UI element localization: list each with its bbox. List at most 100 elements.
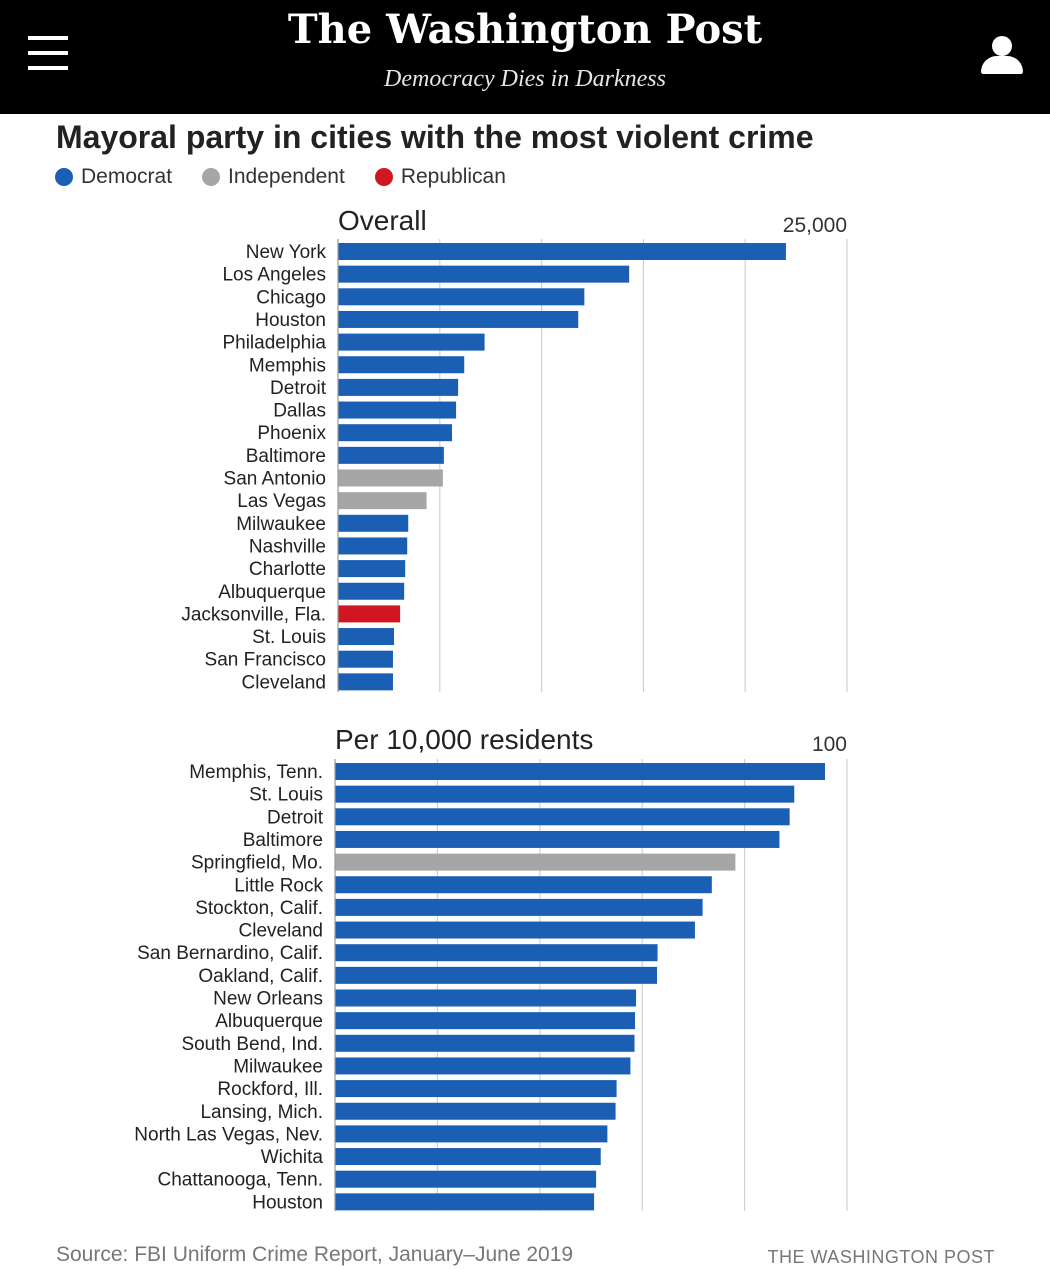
- bar: [338, 288, 585, 306]
- category-label: Oakland, Calif.: [198, 966, 323, 987]
- category-label: Baltimore: [243, 830, 323, 851]
- category-label: Little Rock: [234, 875, 323, 896]
- bar: [338, 469, 443, 487]
- bar: [338, 605, 401, 623]
- bar: [335, 966, 658, 984]
- bar: [335, 1080, 617, 1098]
- bar: [335, 830, 780, 848]
- credit-note: THE WASHINGTON POST: [767, 1247, 995, 1267]
- category-label: South Bend, Ind.: [181, 1034, 323, 1055]
- bar: [338, 514, 409, 532]
- bar: [338, 356, 465, 374]
- category-label: Lansing, Mich.: [200, 1102, 323, 1123]
- category-label: Cleveland: [239, 921, 324, 942]
- panel-title: Per 10,000 residents: [335, 724, 593, 755]
- category-label: Charlotte: [249, 559, 326, 580]
- bar: [338, 378, 459, 396]
- legend-item-independent: Independent: [202, 165, 345, 189]
- bar: [335, 1102, 616, 1120]
- legend-dot-democrat: [55, 168, 73, 186]
- category-label: San Francisco: [205, 650, 326, 671]
- category-label: New Orleans: [213, 989, 323, 1010]
- legend-item-democrat: Democrat: [55, 165, 172, 189]
- source-note: Source: FBI Uniform Crime Report, Januar…: [56, 1243, 574, 1266]
- bar: [335, 808, 790, 826]
- axis-max-label: 100: [812, 733, 847, 756]
- category-label: Houston: [252, 1192, 323, 1213]
- bar: [338, 265, 630, 283]
- bar: [335, 1012, 636, 1030]
- bar: [335, 1057, 631, 1075]
- bar: [338, 401, 457, 419]
- bar: [338, 582, 405, 600]
- bar: [335, 1034, 635, 1052]
- category-label: Memphis, Tenn.: [189, 762, 323, 783]
- category-label: Cleveland: [242, 672, 327, 693]
- legend: Democrat Independent Republican: [55, 164, 536, 190]
- category-label: San Antonio: [224, 469, 326, 490]
- category-label: Detroit: [270, 378, 327, 399]
- bar: [335, 989, 637, 1007]
- bar: [335, 898, 703, 916]
- bar: [335, 1148, 601, 1166]
- user-account-icon[interactable]: [980, 36, 1024, 76]
- category-label: San Bernardino, Calif.: [137, 943, 323, 964]
- bar: [338, 560, 406, 578]
- category-label: Chattanooga, Tenn.: [157, 1170, 323, 1191]
- category-label: Springfield, Mo.: [191, 853, 323, 874]
- category-label: Stockton, Calif.: [195, 898, 323, 919]
- category-label: Wichita: [261, 1147, 324, 1168]
- category-label: Rockford, Ill.: [217, 1079, 323, 1100]
- bar: [338, 333, 485, 351]
- category-label: Albuquerque: [215, 1011, 323, 1032]
- bar: [335, 763, 825, 780]
- category-label: Detroit: [267, 807, 324, 828]
- category-label: Memphis: [249, 355, 326, 376]
- bar: [338, 628, 394, 646]
- chart-title: Mayoral party in cities with the most vi…: [56, 119, 814, 155]
- bar: [338, 310, 579, 328]
- category-label: Houston: [255, 310, 326, 331]
- category-label: Milwaukee: [233, 1056, 323, 1077]
- category-label: St. Louis: [252, 627, 326, 648]
- category-label: Baltimore: [246, 446, 326, 467]
- category-label: New York: [246, 242, 327, 263]
- bar: [338, 446, 444, 464]
- category-label: North Las Vegas, Nev.: [134, 1124, 323, 1145]
- category-label: Philadelphia: [222, 333, 326, 354]
- bar: [335, 944, 658, 962]
- bar: [338, 424, 453, 442]
- masthead-logo[interactable]: The Washington Post: [287, 6, 763, 53]
- legend-dot-independent: [202, 168, 221, 186]
- bar: [335, 1193, 595, 1211]
- bar: [338, 492, 427, 510]
- tagline: Democracy Dies in Darkness: [384, 66, 666, 92]
- category-label: Albuquerque: [218, 582, 326, 603]
- bar: [335, 853, 736, 871]
- category-label: Las Vegas: [237, 491, 326, 512]
- bar: [335, 1170, 597, 1188]
- hamburger-menu-icon[interactable]: [28, 36, 68, 70]
- legend-label-republican: Republican: [400, 165, 506, 188]
- bar: [335, 921, 695, 939]
- bar: [335, 876, 712, 894]
- category-label: Nashville: [249, 536, 326, 557]
- bar: [338, 650, 393, 668]
- axis-max-label: 25,000: [783, 214, 847, 237]
- legend-label-democrat: Democrat: [81, 165, 173, 188]
- legend-item-republican: Republican: [374, 165, 506, 189]
- category-label: St. Louis: [249, 785, 323, 806]
- legend-label-independent: Independent: [228, 165, 345, 188]
- panel-title: Overall: [338, 205, 427, 236]
- category-label: Phoenix: [257, 423, 326, 444]
- category-label: Milwaukee: [236, 514, 326, 535]
- category-label: Jacksonville, Fla.: [181, 604, 326, 625]
- legend-dot-republican: [374, 168, 393, 186]
- bar: [335, 1125, 608, 1143]
- bar: [338, 673, 393, 691]
- bar: [338, 243, 786, 260]
- bar: [335, 785, 795, 803]
- category-label: Dallas: [273, 401, 326, 422]
- top-bar: The Washington Post Democracy Dies in Da…: [0, 0, 1050, 114]
